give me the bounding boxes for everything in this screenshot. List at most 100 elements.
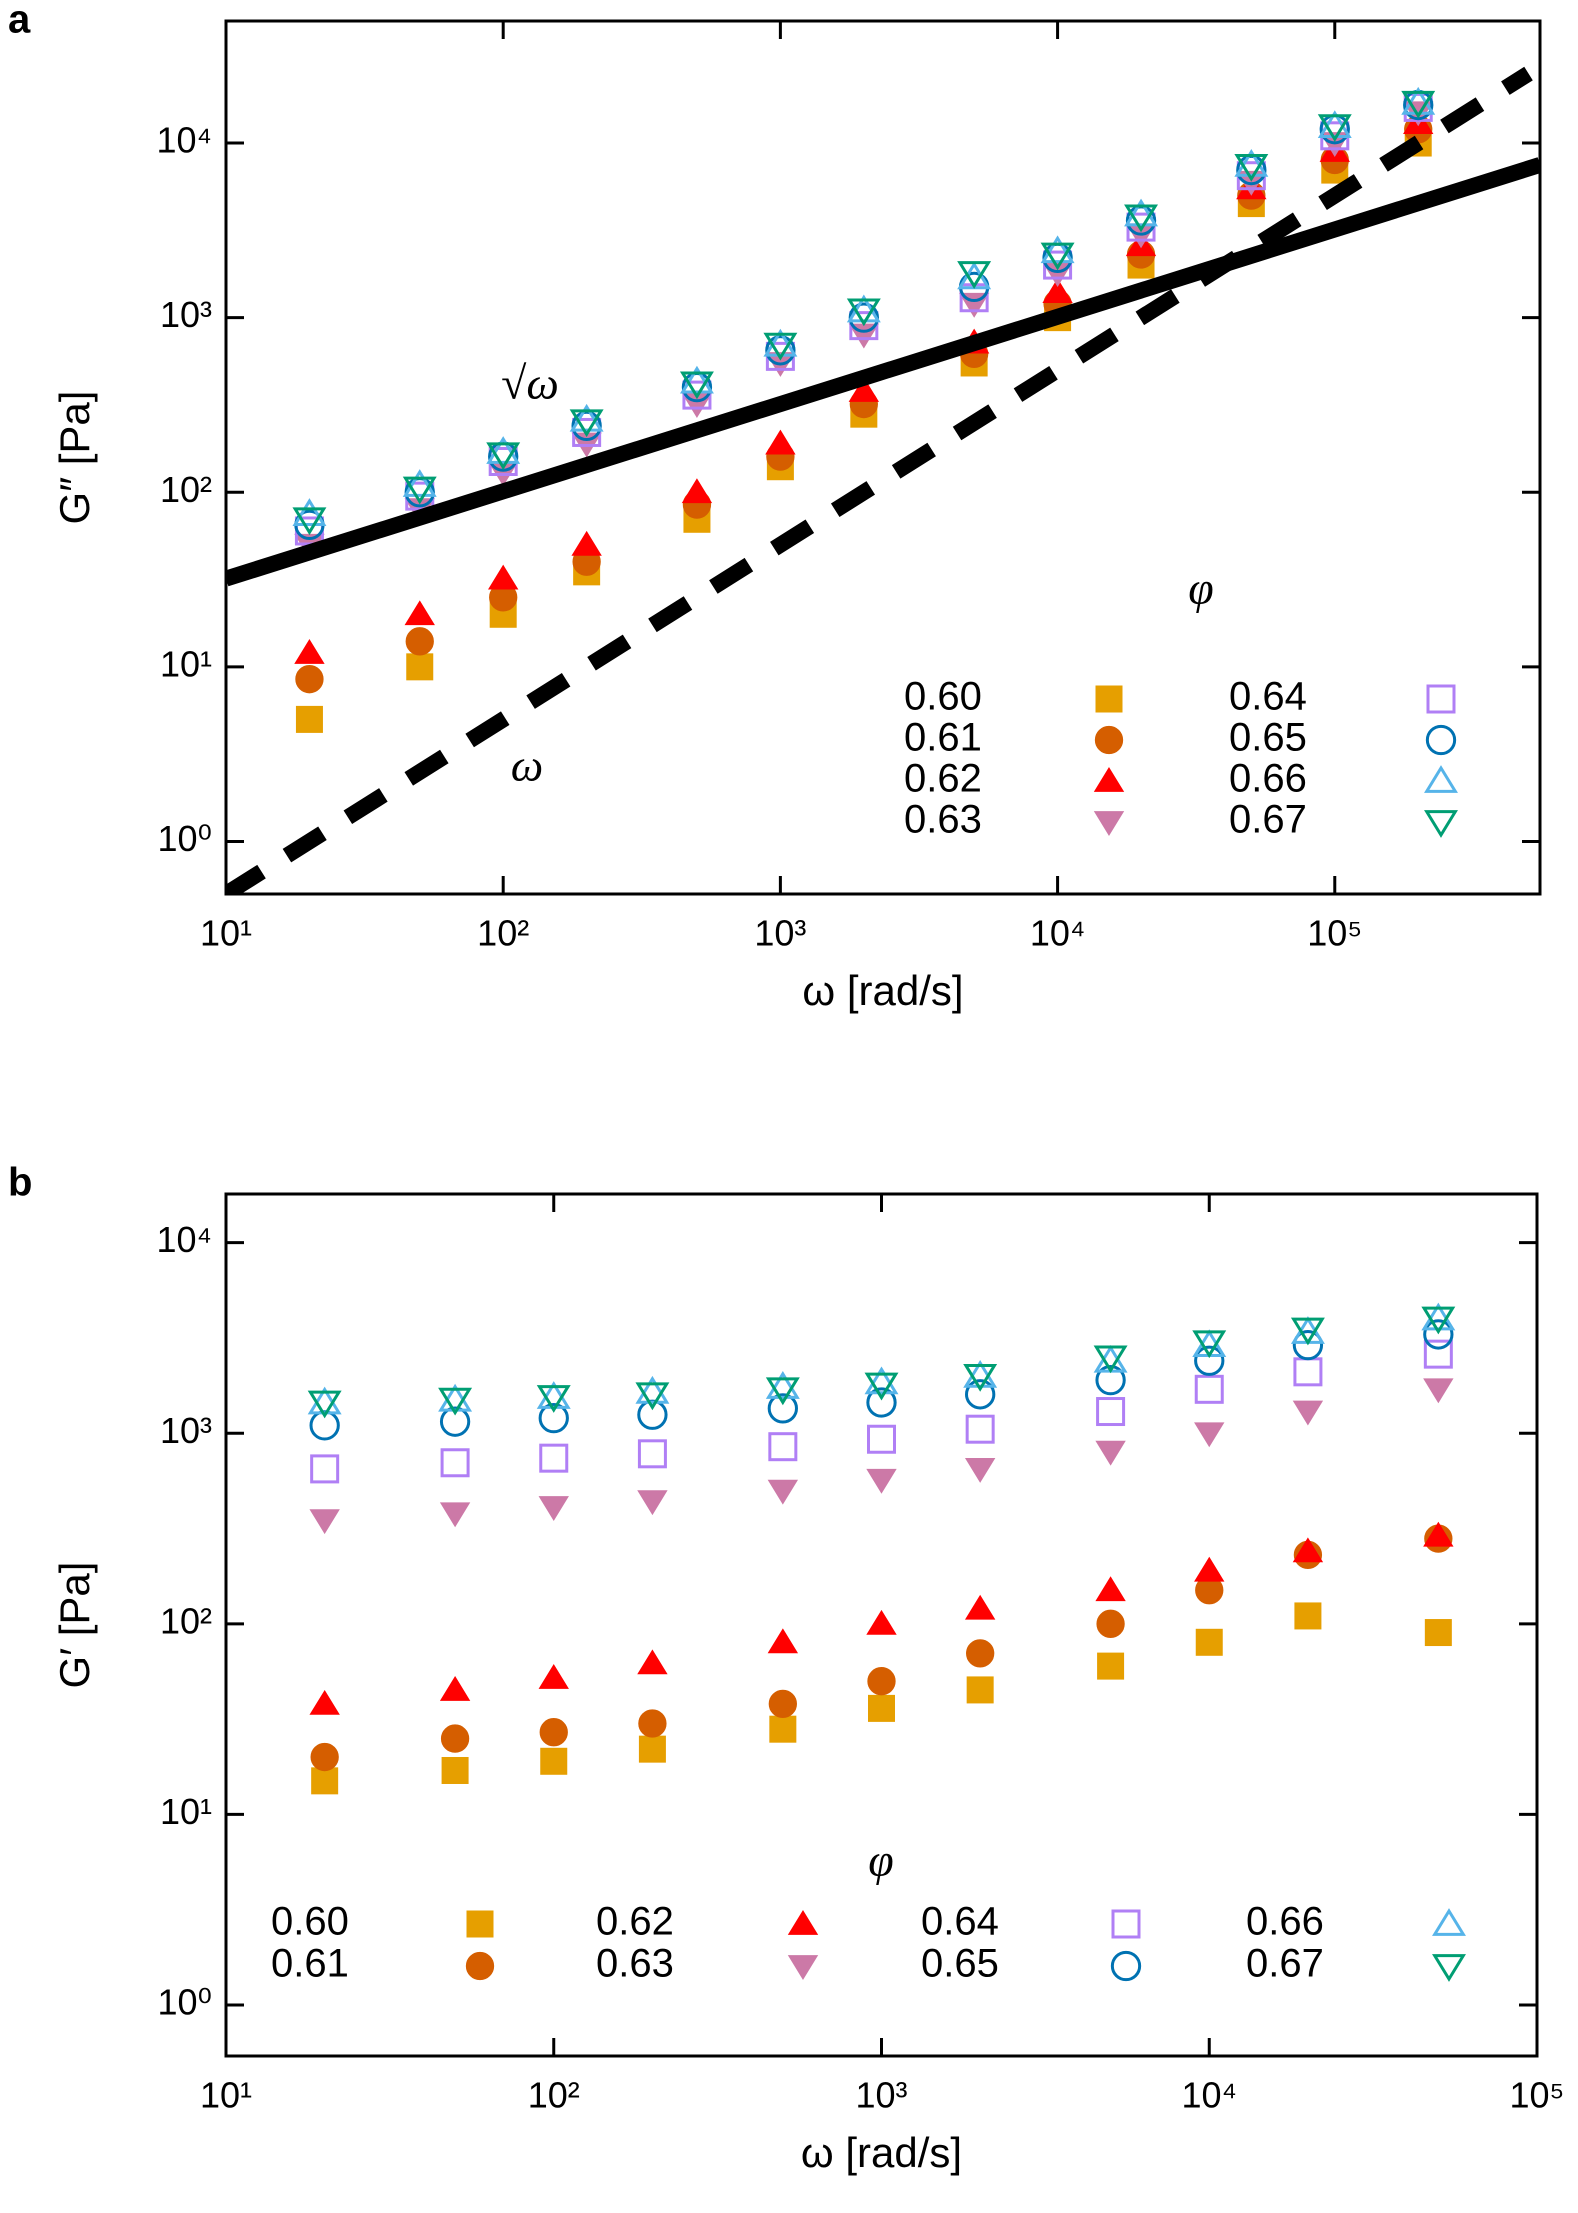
data-point [1093,1345,1128,1374]
data-point [539,1443,569,1473]
data-point [1423,1339,1453,1369]
legend-marker [1111,1909,1141,1939]
plot-area [307,1302,1456,1795]
data-point [637,1439,667,1469]
data-point [486,442,521,471]
legend-label: 0.65 [921,1942,999,1986]
legend-marker [1095,685,1123,713]
data-point [1234,148,1269,177]
plot-frame [224,19,1542,896]
data-point [439,1406,471,1437]
panel-label: a [8,0,31,42]
y-axis-label: G″ [Pa] [51,391,98,525]
legend-label: 0.61 [271,1942,349,1986]
legend-title: φ [1188,563,1213,614]
y-axis-label: G′ [Pa] [51,1562,98,1689]
data-point [635,1375,670,1404]
data-point [638,1709,667,1738]
data-point [440,1724,470,1753]
data-point [1290,1317,1325,1346]
plot-frame [224,1192,1539,2058]
legend-label: 0.60 [904,675,982,719]
data-point [569,403,604,432]
data-point [307,1390,342,1419]
data-point [440,1448,470,1478]
y-tick-label: 10⁰ [158,818,212,859]
data-point [1292,1537,1324,1563]
data-point [1292,1329,1324,1361]
data-point [867,1424,896,1454]
data-point [963,1363,998,1392]
legend-marker [1432,1908,1466,1936]
line-label: ω [511,740,543,791]
legend-label: 0.66 [1246,1900,1324,1944]
data-point [309,1509,340,1535]
data-point [679,371,714,400]
data-point [486,436,521,464]
data-point [569,409,604,438]
data-point [763,332,798,361]
y-tick-label: 10¹ [160,1791,212,1832]
data-point [310,1454,340,1484]
data-point [1192,1330,1227,1359]
y-tick-label: 10⁰ [158,1982,212,2023]
legend-label: 0.63 [596,1942,674,1986]
data-point [540,1747,568,1775]
data-point [635,1382,670,1411]
data-point [849,311,879,341]
data-point [1423,1319,1454,1350]
data-point [765,335,796,366]
data-point [1294,1602,1322,1630]
plot-area [226,66,1540,894]
data-point [864,1366,899,1395]
data-point [765,429,796,455]
data-point [295,665,324,694]
data-point [1095,1440,1126,1466]
data-point [964,1457,996,1483]
data-point [767,1393,798,1424]
legend-marker [1426,684,1456,714]
data-point [439,1675,471,1701]
data-point [405,627,434,656]
data-point [637,1649,668,1675]
data-point [957,261,992,289]
data-point [1292,1400,1324,1426]
legend-marker [1424,810,1458,838]
x-tick-label: 10⁵ [1510,2075,1565,2116]
data-point [767,1628,799,1654]
y-tick-label: 10³ [160,1410,212,1451]
reference-line [226,157,1540,587]
legend-label: 0.64 [921,1900,999,1944]
legend-label: 0.61 [904,716,982,760]
data-point [964,1594,996,1620]
data-point [402,476,437,505]
x-tick-label: 10⁴ [1030,913,1086,954]
legend-marker [1432,1954,1466,1982]
x-tick-label: 10³ [855,2075,907,2116]
y-tick-label: 10² [160,1600,212,1641]
data-point [295,705,323,733]
data-point [1096,1397,1126,1427]
legend-label: 0.62 [596,1900,674,1944]
x-tick-label: 10¹ [200,913,252,954]
x-axis-label: ω [rad/s] [801,2129,962,2176]
legend-marker [466,1910,494,1938]
data-point [679,365,714,394]
data-point [638,1735,666,1763]
x-tick-label: 10¹ [200,2075,252,2116]
data-point [439,1502,471,1528]
data-point [1194,1422,1225,1448]
legend-marker [1425,724,1457,756]
x-tick-label: 10³ [754,913,806,954]
data-point [768,1689,797,1719]
data-point [1042,278,1073,304]
data-point [868,1694,895,1722]
legend-marker [465,1951,495,1981]
data-point [767,1479,799,1505]
legend-marker [1110,1950,1142,1982]
data-point [864,1372,899,1401]
data-point [681,478,713,504]
legend-marker [787,1955,819,1980]
data-point [1317,114,1352,142]
data-point [571,530,602,556]
